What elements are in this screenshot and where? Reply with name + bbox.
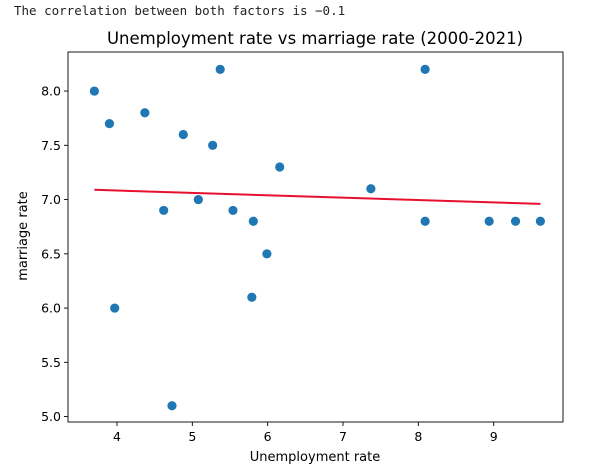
data-point <box>110 303 120 313</box>
x-tick-label: 5 <box>188 429 196 444</box>
x-tick-label: 9 <box>490 429 498 444</box>
data-point <box>535 216 545 226</box>
data-point <box>178 129 188 140</box>
data-point <box>366 184 376 194</box>
data-point <box>420 64 430 74</box>
data-point <box>262 249 272 259</box>
x-tick-label: 4 <box>113 429 121 444</box>
chart-title: Unemployment rate vs marriage rate (2000… <box>107 29 523 48</box>
correlation-note: The correlation between both factors is … <box>14 3 346 18</box>
data-point <box>215 64 225 74</box>
data-point <box>104 119 115 129</box>
y-tick-label: 5.0 <box>41 409 61 424</box>
y-tick-label: 6.0 <box>41 301 61 316</box>
y-axis-label: marriage rate <box>16 191 31 280</box>
data-point <box>208 140 218 150</box>
data-point <box>420 216 430 226</box>
x-tick-label: 7 <box>339 429 347 444</box>
plot-frame <box>67 51 564 423</box>
y-tick-label: 5.5 <box>41 355 61 370</box>
data-point <box>228 205 238 216</box>
data-point <box>167 401 177 411</box>
x-tick-label: 6 <box>264 429 272 444</box>
x-axis-label: Unemployment rate <box>250 450 380 465</box>
y-tick-label: 7.0 <box>41 192 61 207</box>
trend-line <box>94 188 541 205</box>
data-point <box>484 216 494 226</box>
data-point <box>89 86 99 96</box>
data-point <box>275 162 285 172</box>
x-tick-label: 8 <box>414 429 422 444</box>
data-point <box>193 194 203 205</box>
plot-area: 4 5 6 7 8 9 5.0 5.5 6.0 6.5 7.0 7.5 8.0 <box>41 51 564 444</box>
data-point <box>247 292 257 302</box>
y-tick-label: 7.5 <box>41 138 61 153</box>
data-point <box>510 216 521 226</box>
y-tick-label: 8.0 <box>41 84 61 99</box>
data-point <box>248 216 258 226</box>
data-point <box>159 205 169 216</box>
data-point <box>140 108 150 118</box>
y-tick-label: 6.5 <box>41 246 61 261</box>
